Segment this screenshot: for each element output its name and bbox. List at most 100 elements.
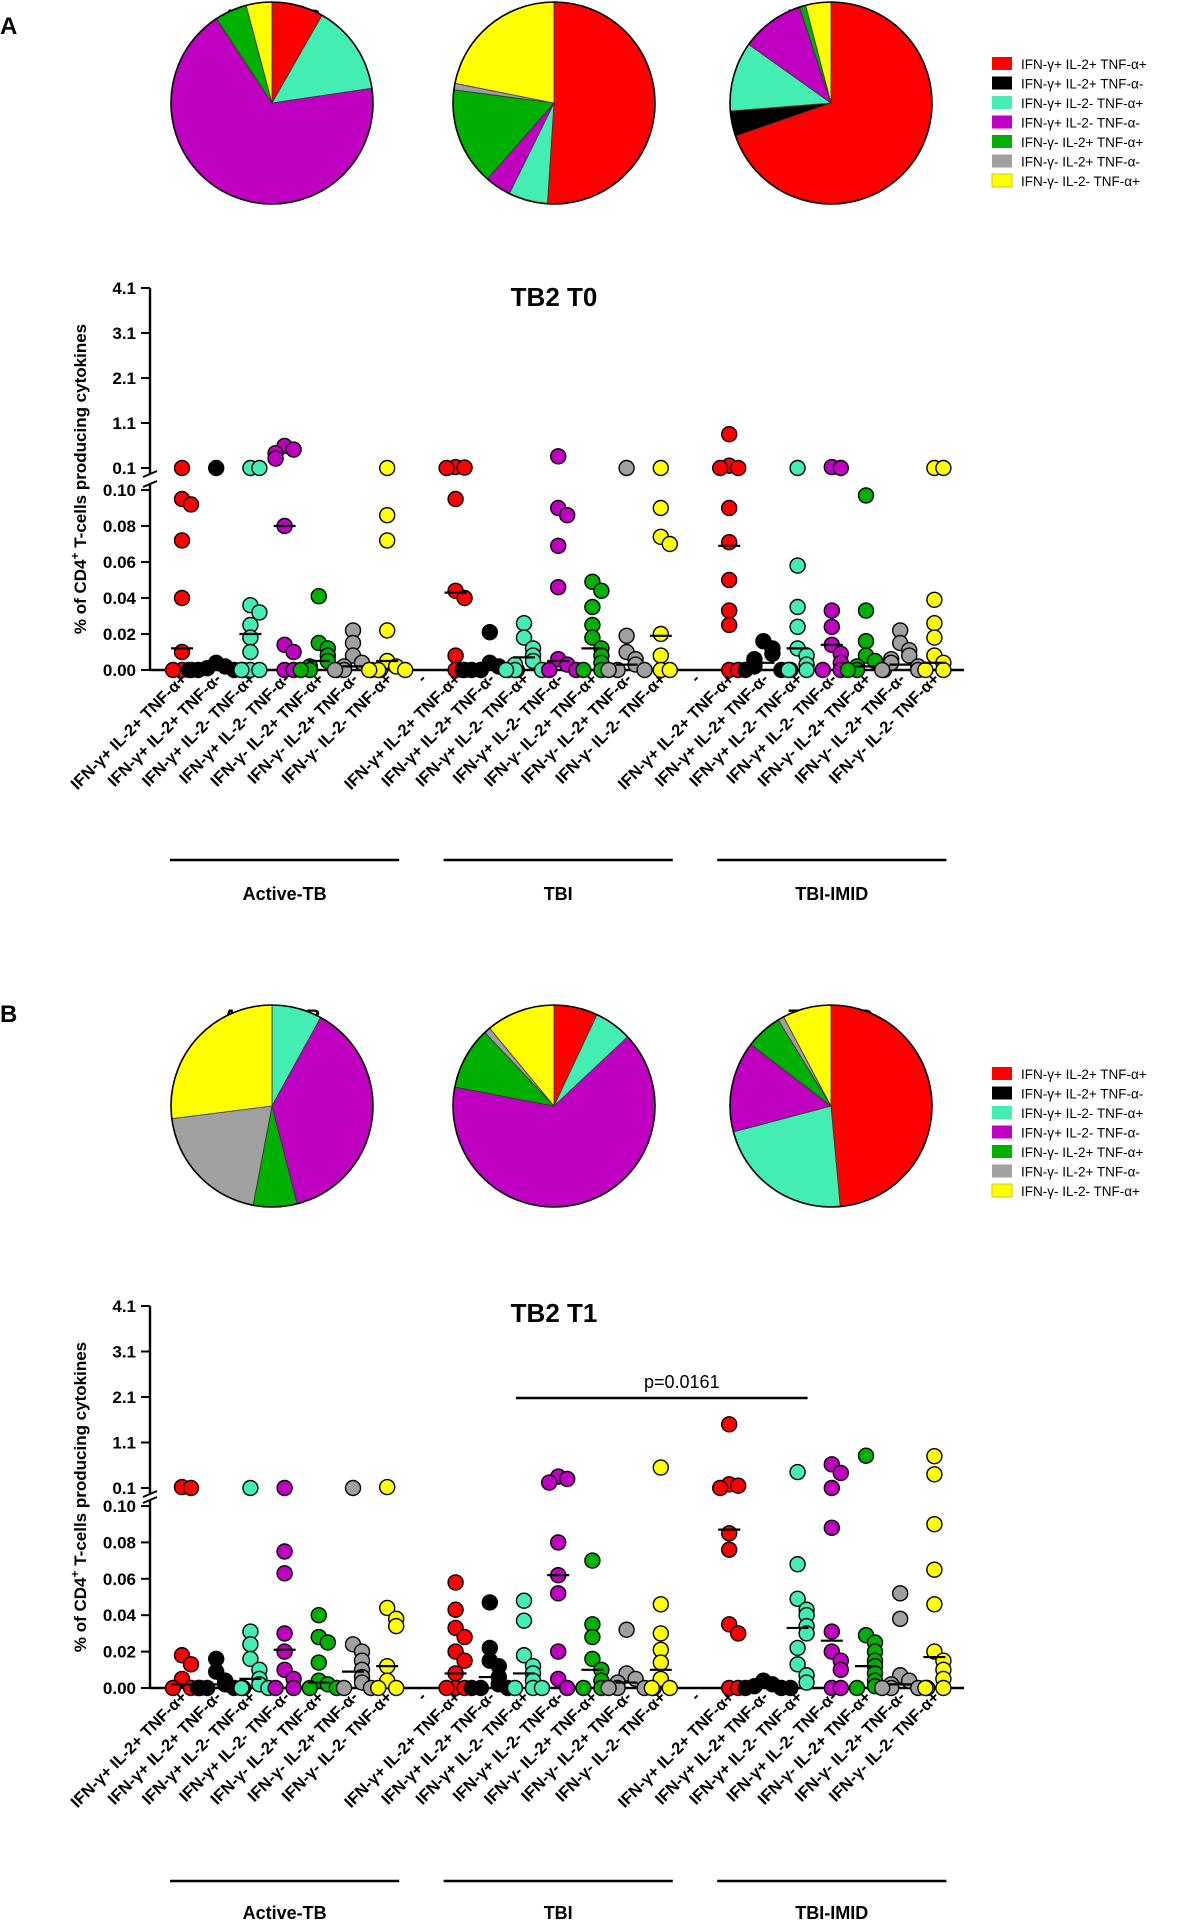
data-point — [652, 1459, 669, 1476]
scatter-title: TB2 T0 — [511, 282, 598, 312]
data-point — [533, 1679, 551, 1697]
data-point — [789, 459, 806, 477]
data-point — [832, 1464, 849, 1482]
point-group — [361, 459, 414, 679]
y-tick-label: 1.1 — [112, 1434, 136, 1453]
data-point — [721, 602, 738, 619]
legend-label: IFN-γ+ IL-2- TNF-α+ — [1021, 96, 1143, 111]
point-group — [917, 459, 952, 679]
data-point — [207, 459, 225, 477]
data-point — [661, 535, 678, 553]
data-point — [379, 1478, 396, 1496]
data-point — [721, 499, 738, 517]
data-point — [276, 1479, 293, 1497]
data-point — [173, 459, 191, 477]
pie-slice — [546, 1, 656, 205]
legend-swatch — [992, 1106, 1012, 1119]
data-point — [618, 459, 635, 477]
data-point — [242, 629, 259, 646]
point-group — [712, 1416, 747, 1697]
data-point — [481, 1594, 498, 1611]
data-point — [379, 459, 396, 477]
data-point — [652, 459, 669, 477]
data-point — [764, 645, 781, 662]
y-axis-label-main: % of CD4 — [71, 1577, 90, 1652]
panel-label-a: A — [0, 13, 17, 40]
data-point — [789, 598, 806, 616]
pie-a-1: Active-TB — [170, 1, 374, 205]
group-label: TBI-IMID — [795, 884, 868, 904]
data-point — [926, 615, 943, 632]
data-point — [857, 602, 875, 619]
y-tick-label: 0.10 — [103, 481, 136, 500]
data-point — [550, 579, 567, 596]
data-point — [874, 661, 891, 679]
legend-label: IFN-γ- IL-2- TNF-α+ — [1021, 1184, 1140, 1199]
data-point — [823, 602, 840, 619]
data-point — [242, 643, 259, 661]
y-tick-label: 0.08 — [103, 1533, 136, 1552]
legend-swatch — [992, 1145, 1012, 1158]
legend-swatch — [992, 135, 1012, 148]
point-group — [643, 1459, 678, 1697]
data-point — [173, 643, 191, 661]
data-point — [319, 1634, 336, 1651]
data-point — [456, 589, 473, 607]
x-category-label: - — [414, 670, 431, 687]
data-point — [189, 1679, 207, 1697]
data-point — [541, 1474, 558, 1491]
data-point — [164, 661, 182, 679]
data-point — [798, 1674, 815, 1691]
data-point — [832, 1679, 849, 1697]
point-group — [649, 459, 678, 679]
y-tick-label: 2.1 — [112, 1388, 136, 1407]
data-point — [361, 661, 378, 679]
data-point — [379, 532, 396, 549]
data-point — [857, 487, 875, 504]
pie-slice — [830, 1004, 933, 1208]
data-point — [798, 1625, 815, 1642]
scatter-title: TB2 T1 — [511, 1298, 598, 1328]
data-point — [242, 1636, 259, 1653]
data-point — [388, 1679, 405, 1697]
data-point — [584, 1650, 601, 1668]
point-group — [463, 1594, 516, 1697]
data-point — [180, 661, 198, 679]
legend-label: IFN-γ- IL-2+ TNF-α- — [1021, 155, 1140, 170]
data-point — [823, 618, 840, 635]
data-point — [292, 661, 309, 679]
y-tick-label: 0.02 — [103, 1643, 136, 1662]
y-axis-label: % of CD4+ T-cells producing cytokines — [68, 1342, 90, 1652]
axis-break-mark — [142, 480, 158, 488]
x-category-label: - — [687, 1688, 704, 1705]
point-group — [820, 1456, 849, 1697]
pie-outline — [170, 1004, 374, 1208]
data-point — [182, 1479, 200, 1497]
data-point — [832, 459, 849, 477]
data-point — [593, 582, 610, 599]
point-group — [506, 1592, 551, 1697]
data-point — [721, 571, 738, 589]
data-point — [782, 1679, 799, 1697]
data-point — [251, 604, 268, 621]
data-point — [481, 624, 498, 641]
legend-swatch — [992, 1164, 1012, 1178]
point-group — [233, 1479, 277, 1697]
y-axis-label-sup: + — [68, 1570, 82, 1577]
data-point — [926, 1447, 943, 1465]
data-point — [301, 1679, 318, 1697]
data-point — [463, 1679, 480, 1697]
data-point — [267, 450, 284, 467]
data-point — [584, 1628, 601, 1646]
point-group — [737, 1672, 799, 1697]
legend-b: IFN-γ+ IL-2+ TNF-α+ IFN-γ+ IL-2+ TNF-α- IF… — [991, 1067, 1147, 1199]
data-point — [447, 490, 464, 508]
data-point — [541, 661, 558, 679]
data-point — [497, 661, 515, 679]
point-group — [189, 1650, 252, 1697]
data-point — [251, 661, 268, 679]
p-value-label: p=0.0161 — [644, 1372, 720, 1392]
data-point — [789, 1656, 806, 1673]
data-point — [926, 1466, 943, 1483]
